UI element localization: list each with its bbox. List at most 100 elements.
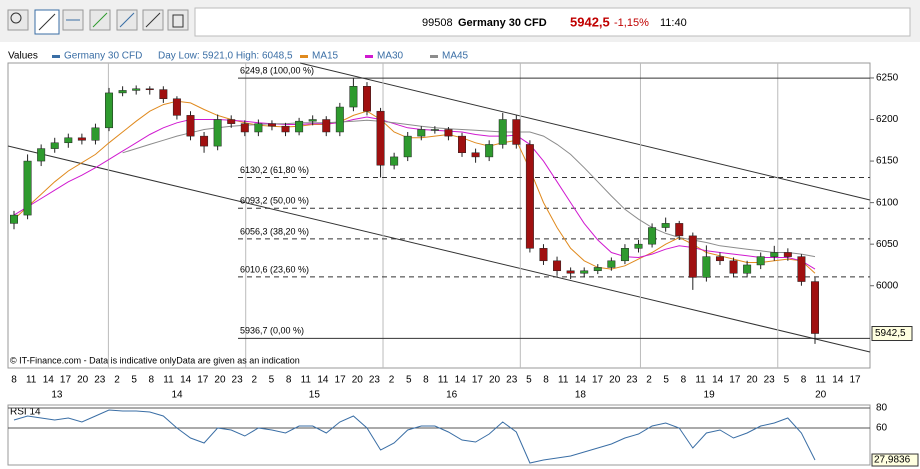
fib-label: 6093,2 (50,00 %)	[240, 196, 309, 206]
watermark: © IT-Finance.com - Data is indicative on…	[10, 355, 300, 365]
candle-body	[566, 270, 575, 274]
legend-title: Values	[8, 51, 38, 62]
x-day-label: 20	[815, 390, 827, 401]
x-tick-label: 17	[60, 375, 72, 386]
candle-body	[200, 135, 209, 147]
x-tick-label: 20	[609, 375, 621, 386]
line-icon	[38, 13, 56, 31]
candle-body	[430, 129, 439, 131]
x-tick-label: 20	[489, 375, 501, 386]
zoom-button[interactable]	[7, 9, 29, 31]
x-tick-label: 14	[712, 375, 724, 386]
candle-body	[118, 90, 127, 94]
last-price-box	[871, 326, 913, 342]
x-tick-label: 5	[526, 375, 532, 386]
x-tick-label: 2	[252, 375, 258, 386]
rsi-line	[13, 409, 816, 464]
moving-average	[13, 100, 816, 274]
x-day-label: 15	[309, 390, 321, 401]
candle-body	[145, 88, 154, 91]
x-tick-label: 23	[626, 375, 638, 386]
y-tick-label: 6000	[876, 280, 899, 291]
legend-day-range: Day Low: 5921,0 High: 6048,5	[158, 51, 293, 62]
x-tick-label: 14	[180, 375, 192, 386]
candle-body	[485, 144, 494, 158]
quote-box	[194, 7, 911, 37]
y-tick-label: 80	[876, 403, 888, 414]
zoom-icon	[10, 12, 22, 24]
price-plot-frame	[7, 62, 871, 369]
last-rsi-label: 27,9836	[874, 455, 911, 466]
last-price-label: 5942,5	[875, 328, 906, 339]
x-tick-label: 23	[764, 375, 776, 386]
candle-body	[607, 260, 616, 268]
x-tick-label: 5	[663, 375, 669, 386]
y-tick-label: 6050	[876, 239, 899, 250]
candle-body	[593, 267, 602, 272]
candle-body	[240, 123, 249, 133]
candle-body	[403, 135, 412, 158]
quote-code: 99508	[422, 17, 453, 29]
x-tick-label: 8	[286, 375, 292, 386]
candle-body	[172, 98, 181, 116]
x-tick-label: 17	[197, 375, 209, 386]
legend-swatch	[430, 55, 438, 58]
x-tick-label: 5	[131, 375, 137, 386]
x-tick-label: 17	[592, 375, 604, 386]
x-tick-label: 14	[43, 375, 55, 386]
fib-label: 5936,7 (0,00 %)	[240, 326, 304, 336]
candle-body	[471, 152, 480, 158]
candle-body	[77, 137, 86, 141]
x-tick-label: 2	[646, 375, 652, 386]
y-tick-label: 6200	[876, 114, 899, 125]
x-day-label: 16	[446, 390, 458, 401]
candle-body	[281, 125, 290, 133]
candle-body	[322, 119, 331, 133]
candle-body	[37, 148, 46, 162]
x-tick-label: 5	[784, 375, 790, 386]
x-tick-label: 23	[232, 375, 244, 386]
x-tick-label: 11	[558, 375, 569, 386]
candle-body	[715, 256, 724, 262]
candle-body	[797, 256, 806, 282]
channel-lower	[7, 145, 871, 353]
last-rsi-box	[871, 453, 919, 467]
candle-body	[688, 235, 697, 278]
x-tick-label: 2	[389, 375, 395, 386]
candle-body	[770, 252, 779, 257]
candle-body	[50, 142, 59, 149]
fib-label: 6249,8 (100,00 %)	[240, 66, 314, 76]
fib-label: 6056,3 (38,20 %)	[240, 226, 309, 236]
x-tick-label: 11	[163, 375, 174, 386]
candle-body	[362, 86, 371, 112]
legend-swatch	[52, 55, 60, 58]
x-day-label: 18	[575, 390, 587, 401]
candle-body	[186, 115, 195, 137]
candle-body	[335, 106, 344, 133]
channel-icon	[145, 12, 161, 28]
rsi-title: RSI 14	[10, 407, 41, 418]
x-tick-label: 5	[406, 375, 412, 386]
x-tick-label: 23	[369, 375, 381, 386]
x-tick-label: 11	[26, 375, 37, 386]
x-tick-label: 20	[352, 375, 364, 386]
candle-body	[267, 123, 276, 127]
candle-body	[64, 137, 73, 144]
x-tick-label: 17	[472, 375, 484, 386]
x-tick-label: 20	[77, 375, 89, 386]
legend-item: MA45	[442, 51, 469, 62]
x-tick-label: 17	[849, 375, 861, 386]
candle-body	[159, 89, 168, 99]
legend-swatch	[365, 55, 373, 58]
fib-label: 6010,6 (23,60 %)	[240, 264, 309, 274]
x-tick-label: 14	[455, 375, 467, 386]
candle-body	[498, 119, 507, 145]
arrow-icon	[119, 12, 135, 28]
y-tick-label: 6250	[876, 73, 899, 84]
candle-body	[390, 156, 399, 166]
candle-body	[512, 119, 521, 145]
toolbar: 99508 Germany 30 CFD 5942,5 -1,15% 11:40	[0, 0, 920, 42]
x-tick-label: 14	[317, 375, 329, 386]
